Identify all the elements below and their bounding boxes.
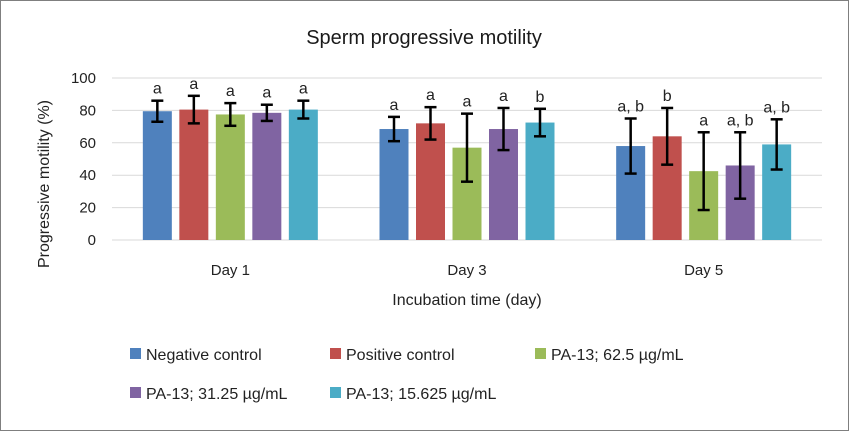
bar [179, 109, 209, 240]
bar [215, 114, 245, 240]
significance-label: a [390, 97, 399, 114]
tick-labels: 0 20 40 60 80 100 Day 1 Day 3 Day 5 [71, 70, 723, 279]
significance-label: a [426, 87, 435, 104]
y-axis-label: Progressive motility (%) [36, 100, 53, 268]
y-tick-label: 60 [79, 135, 96, 152]
significance-label: a [189, 76, 198, 93]
significance-label: a [463, 94, 472, 111]
significance-label: a, b [617, 99, 644, 116]
significance-label: b [663, 88, 672, 105]
y-tick-label: 20 [79, 200, 96, 217]
significance-label: a, b [727, 112, 754, 129]
legend-swatch [330, 348, 341, 359]
legend-swatch [535, 348, 546, 359]
x-axis-label: Incubation time (day) [392, 292, 541, 309]
bar [379, 129, 409, 240]
y-tick-label: 40 [79, 167, 96, 184]
y-tick-label: 0 [88, 232, 96, 249]
legend-label: Positive control [346, 347, 455, 364]
legend-label: PA-13; 15.625 µg/mL [346, 386, 496, 403]
legend-label: PA-13; 62.5 µg/mL [551, 347, 684, 364]
x-tick-label: Day 5 [684, 262, 723, 279]
y-tick-label: 80 [79, 102, 96, 119]
legend-swatch [330, 387, 341, 398]
bar [416, 123, 445, 240]
legend-swatch [130, 387, 141, 398]
significance-label: b [536, 89, 545, 106]
significance-label: a [262, 85, 271, 102]
chart-title: Sperm progressive motility [306, 27, 542, 49]
legend-label: Negative control [146, 347, 262, 364]
x-tick-label: Day 1 [211, 262, 250, 279]
significance-label: a, b [763, 99, 790, 116]
bar [288, 109, 318, 240]
bar [142, 111, 172, 241]
bar [525, 122, 555, 240]
legend: Negative control Positive control PA-13; 6… [130, 347, 684, 403]
significance-label: a [499, 88, 508, 105]
x-tick-label: Day 3 [447, 262, 486, 279]
significance-label: a [299, 81, 308, 98]
legend-swatch [130, 348, 141, 359]
significance-label: a [226, 83, 235, 100]
y-tick-label: 100 [71, 70, 96, 87]
bars-group: a a a a a a a a a b a, b b a a, b a, b [142, 76, 792, 241]
legend-label: PA-13; 31.25 µg/mL [146, 386, 288, 403]
significance-label: a [699, 112, 708, 129]
bar [252, 112, 282, 240]
significance-label: a [153, 81, 162, 98]
